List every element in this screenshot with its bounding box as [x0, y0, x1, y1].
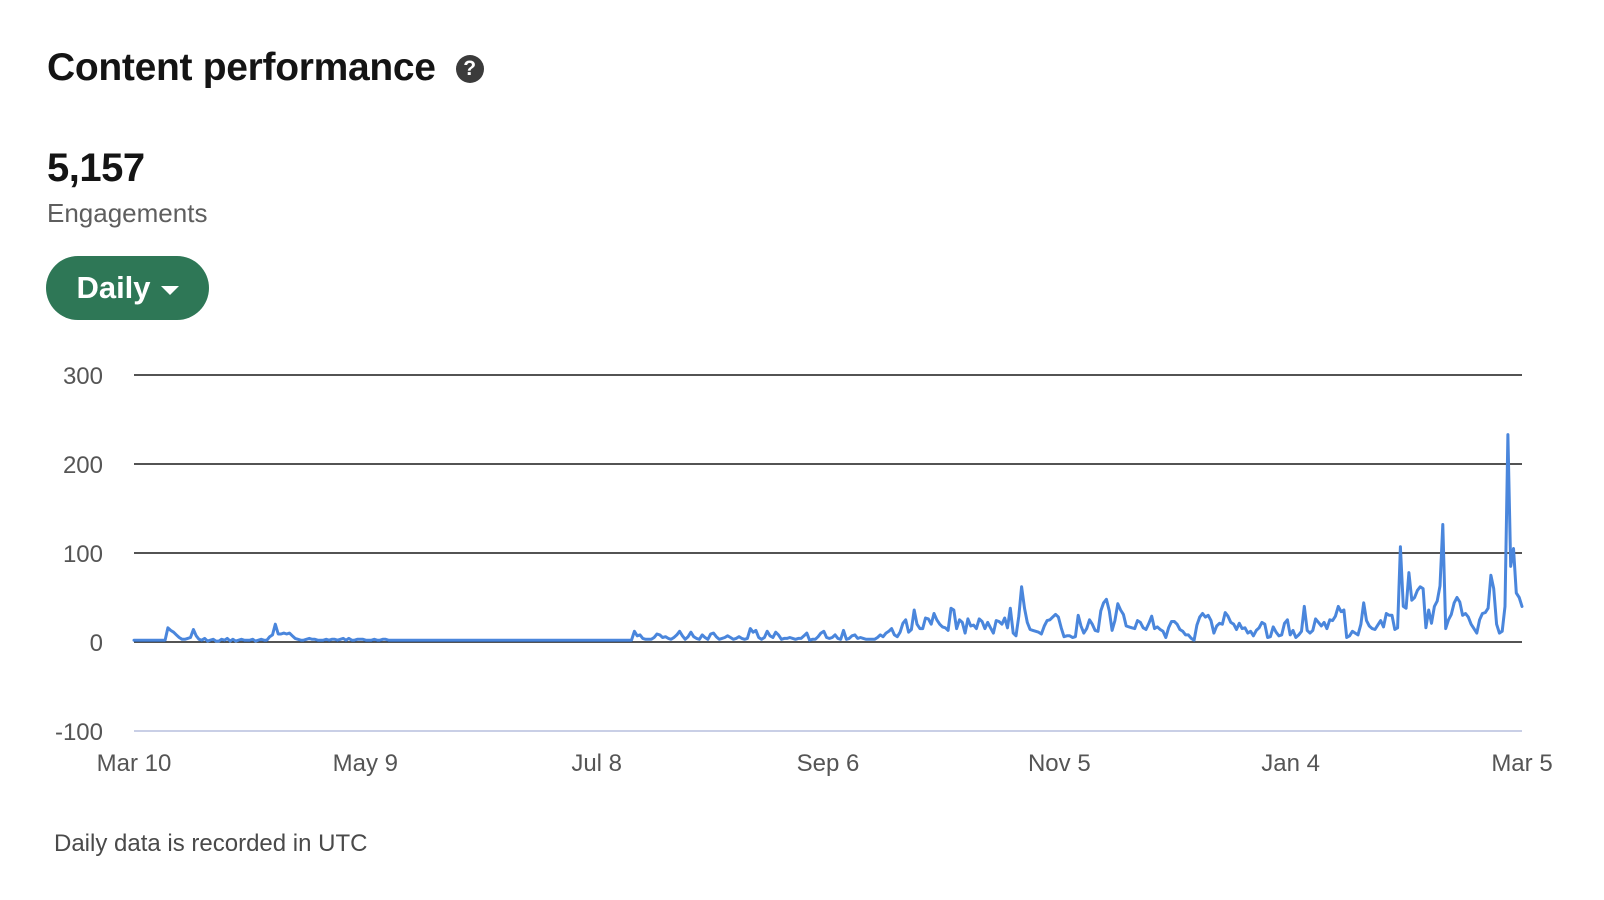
y-tick-label: 100 — [63, 541, 103, 568]
utc-footnote: Daily data is recorded in UTC — [54, 830, 368, 857]
engagements-total: 5,157 — [47, 146, 145, 190]
x-tick-label: Nov 5 — [1028, 750, 1091, 777]
x-tick-label: May 9 — [333, 750, 398, 777]
engagements-line-chart: -100 0 100 200 300 Mar 10 May 9 Jul 8 Sep 6 Nov … — [55, 363, 1553, 777]
x-tick-label: Jul 8 — [571, 750, 622, 777]
x-tick-label: Jan 4 — [1261, 750, 1320, 777]
y-tick-label: -100 — [55, 719, 103, 746]
card-header: Content performance ? — [47, 46, 484, 90]
engagements-label: Engagements — [47, 198, 208, 228]
card-title: Content performance — [47, 46, 436, 89]
x-tick-label: Mar 10 — [97, 750, 172, 777]
dropdown-selected-value: Daily — [76, 270, 151, 305]
x-tick-label: Sep 6 — [797, 750, 860, 777]
y-axis-ticks: -100 0 100 200 300 — [55, 363, 103, 746]
y-tick-label: 200 — [63, 452, 103, 479]
question-circle-icon[interactable]: ? — [455, 55, 484, 83]
chart-grid — [134, 374, 1522, 732]
x-axis-ticks: Mar 10 May 9 Jul 8 Sep 6 Nov 5 Jan 4 Mar 5 — [97, 750, 1553, 777]
caret-down-icon — [160, 285, 179, 295]
y-tick-label: 300 — [63, 363, 103, 390]
x-tick-label: Mar 5 — [1491, 750, 1552, 777]
y-tick-label: 0 — [90, 630, 103, 657]
engagements-series-line — [132, 433, 1524, 643]
time-granularity-dropdown[interactable]: Daily — [46, 256, 209, 320]
